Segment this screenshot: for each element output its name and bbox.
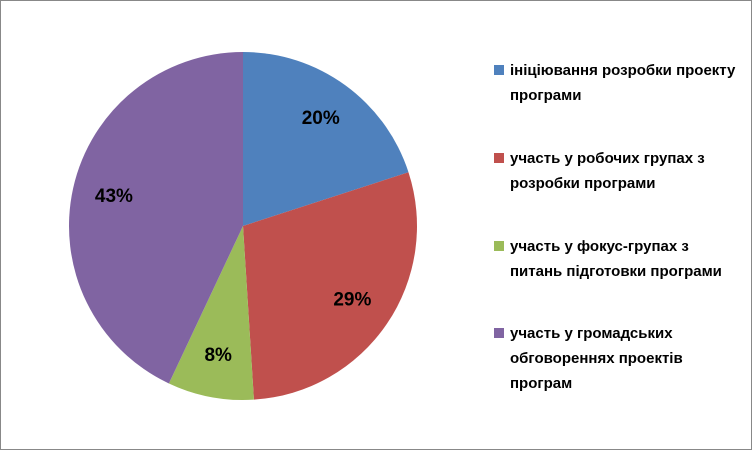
legend-swatch xyxy=(494,241,504,251)
data-label: 29% xyxy=(333,289,371,310)
pie-slice xyxy=(168,226,254,401)
legend-swatch xyxy=(494,328,504,338)
legend-label: участь у фокус-групах з питань підготовк… xyxy=(510,238,722,280)
legend-item: участь у робочих групах з розробки прогр… xyxy=(494,146,739,196)
legend-item: участь у фокус-групах з питань підготовк… xyxy=(494,234,739,284)
data-label: 43% xyxy=(95,186,133,207)
pie-slice xyxy=(68,52,244,384)
legend-label: участь у громадських обговореннях проект… xyxy=(510,325,683,392)
legend-item: участь у громадських обговореннях проект… xyxy=(494,321,739,396)
legend-swatch xyxy=(494,65,504,75)
data-label: 8% xyxy=(204,345,232,366)
legend-label: ініціювання розробки проекту програми xyxy=(510,62,736,104)
data-label: 20% xyxy=(302,108,340,129)
legend-swatch xyxy=(494,153,504,163)
pie-slice xyxy=(243,52,409,226)
pie-slice xyxy=(243,172,417,400)
legend-label: участь у робочих групах з розробки прогр… xyxy=(510,150,705,192)
legend-item: ініціювання розробки проекту програми xyxy=(494,58,739,108)
